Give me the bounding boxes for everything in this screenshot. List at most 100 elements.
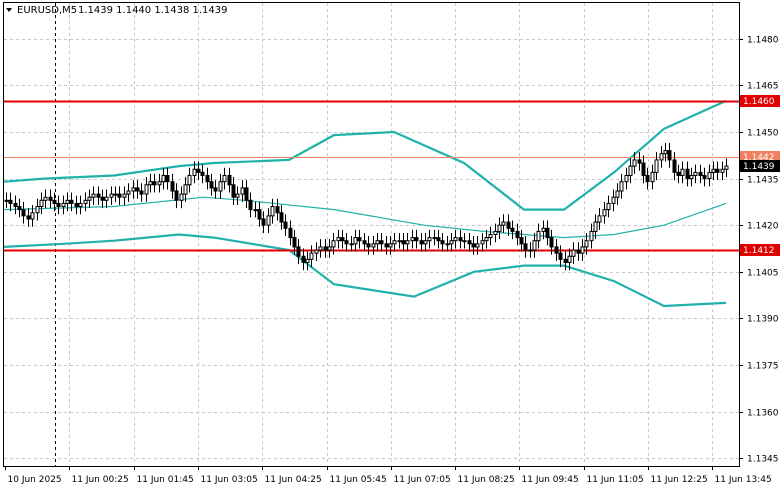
candle-body — [445, 243, 450, 246]
candle — [126, 183, 131, 202]
candle — [235, 186, 240, 205]
candle-body — [584, 240, 589, 248]
candle — [624, 167, 629, 190]
candle-body — [549, 237, 554, 248]
candle-body — [283, 221, 288, 229]
candle — [467, 232, 472, 252]
candle — [248, 192, 253, 218]
candle — [13, 195, 18, 215]
candle-body — [440, 240, 445, 245]
y-tick-label: 1.1465 — [747, 82, 779, 92]
candle — [170, 173, 175, 199]
candle — [192, 161, 197, 184]
candle-body — [87, 196, 92, 201]
candle — [266, 208, 271, 233]
candle — [676, 164, 681, 184]
candle-body — [148, 181, 153, 186]
candle — [453, 229, 458, 249]
candle-body — [39, 199, 44, 208]
candle — [427, 229, 432, 249]
candle-body — [170, 181, 175, 192]
candle-body — [17, 206, 22, 211]
candle-body — [392, 240, 397, 245]
candle-body — [139, 190, 144, 195]
candle — [493, 223, 498, 243]
candle — [4, 192, 9, 209]
candle — [344, 232, 349, 252]
candle — [261, 211, 266, 233]
candle-body — [698, 171, 703, 176]
candle — [30, 204, 35, 227]
candle-body — [213, 187, 218, 192]
candle-body — [366, 243, 371, 248]
x-tick-label: 11 Jun 11:05 — [587, 475, 644, 485]
candle-body — [318, 246, 323, 251]
candle-body — [327, 246, 332, 251]
candle-body — [248, 199, 253, 211]
candle-body — [467, 240, 472, 245]
candle-body — [506, 221, 511, 229]
candle-body — [305, 258, 310, 263]
candle-body — [436, 237, 441, 242]
price-badge-bg — [740, 244, 780, 256]
candle — [654, 152, 659, 181]
candle-body — [432, 237, 437, 240]
candle — [432, 229, 437, 246]
candle-body — [309, 252, 314, 260]
candle-body — [571, 249, 576, 257]
candle — [501, 214, 506, 233]
candle-body — [100, 196, 105, 201]
candle — [227, 167, 232, 193]
candle — [292, 229, 297, 255]
candle — [327, 239, 332, 258]
level-lines[interactable] — [4, 100, 739, 252]
candle — [65, 192, 70, 212]
candle-body — [91, 193, 96, 198]
candle-body — [152, 181, 157, 186]
candle — [275, 198, 280, 221]
candle-body — [689, 174, 694, 180]
candle-body — [323, 246, 328, 251]
candle-body — [667, 150, 672, 161]
candle — [384, 236, 389, 255]
y-tick-label: 1.1375 — [747, 362, 779, 372]
candle — [414, 229, 419, 249]
candle-body — [314, 249, 319, 254]
candle-body — [261, 218, 266, 226]
candle-body — [458, 237, 463, 242]
bollinger-bands — [3, 99, 727, 308]
candle — [659, 145, 664, 168]
candle — [257, 201, 262, 227]
candle — [484, 229, 489, 249]
candle-body — [384, 243, 389, 248]
candle — [17, 198, 22, 218]
candle-body — [357, 237, 362, 242]
candle-body — [672, 159, 677, 173]
candle — [580, 239, 585, 261]
candle — [96, 186, 101, 205]
candle-body — [13, 202, 18, 208]
price-badge-label: 1.1442 — [743, 153, 775, 163]
candle — [362, 232, 367, 252]
candle — [91, 186, 96, 205]
candle — [419, 232, 424, 252]
triangle-down-icon[interactable] — [6, 8, 12, 12]
candle-body — [497, 224, 502, 232]
candle — [593, 214, 598, 240]
candle-body — [475, 243, 480, 248]
candle-body — [231, 184, 236, 198]
candle — [510, 220, 515, 240]
candle-body — [650, 171, 655, 183]
candle-body — [558, 252, 563, 260]
candle-body — [26, 215, 31, 220]
candle — [318, 239, 323, 258]
price-badge-label: 1.1439 — [743, 162, 775, 172]
candle — [61, 195, 66, 215]
candle — [174, 183, 179, 209]
candle-body — [192, 168, 197, 176]
candle — [26, 208, 31, 227]
candle — [392, 232, 397, 252]
candle-body — [641, 162, 646, 176]
